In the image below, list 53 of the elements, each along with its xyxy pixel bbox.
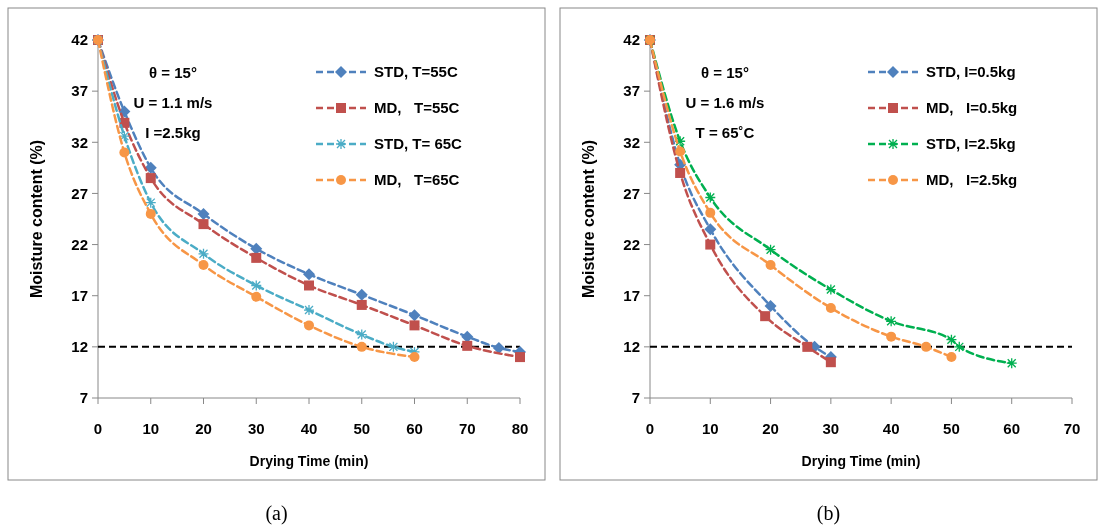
x-tick-label: 70 <box>458 420 476 437</box>
x-tick-label: 40 <box>882 420 900 437</box>
y-tick-label: 27 <box>71 184 88 202</box>
y-tick-label: 7 <box>79 389 88 407</box>
y-tick-label: 7 <box>631 389 640 407</box>
x-tick-label: 50 <box>943 420 960 437</box>
legend-label: STD, I=0.5kg <box>926 63 1016 81</box>
x-axis-title: Drying Time (min) <box>249 453 369 469</box>
x-tick-label: 0 <box>645 420 655 437</box>
annotation: I =2.5kg <box>145 124 201 141</box>
legend-label: MD, T=55C <box>374 99 460 117</box>
annotation: θ = 15° <box>149 64 197 81</box>
x-tick-label: 10 <box>701 420 719 437</box>
legend-label: STD, T=55C <box>374 63 458 81</box>
y-tick-label: 32 <box>623 133 640 151</box>
x-tick-label: 60 <box>406 420 423 437</box>
text: (a) <box>265 502 288 525</box>
annotation: T = 65˚C <box>695 124 755 141</box>
x-tick-label: 70 <box>1063 420 1081 437</box>
x-tick-label: 40 <box>300 420 318 437</box>
y-tick-label: 22 <box>623 235 640 253</box>
x-tick-label: 20 <box>762 420 779 437</box>
legend-label: STD, I=2.5kg <box>926 135 1016 153</box>
y-axis-title: Moisture content (%) <box>28 139 45 299</box>
y-tick-label: 37 <box>623 82 640 100</box>
y-tick-label: 17 <box>71 286 88 304</box>
legend-label: STD, T= 65C <box>374 135 463 153</box>
legend-label: MD, I=0.5kg <box>926 99 1018 117</box>
legend-label: MD, T=65C <box>374 171 460 189</box>
x-tick-label: 50 <box>353 420 371 437</box>
y-tick-label: 42 <box>623 31 640 49</box>
y-tick-label: 12 <box>623 338 640 356</box>
y-tick-label: 27 <box>623 184 640 202</box>
text: (b) <box>816 502 841 525</box>
x-axis-title: Drying Time (min) <box>801 453 921 469</box>
y-tick-label: 42 <box>71 31 88 49</box>
annotation: U = 1.6 m/s <box>685 94 765 111</box>
legend-label: MD, I=2.5kg <box>926 171 1018 189</box>
y-tick-label: 17 <box>623 286 640 304</box>
x-tick-label: 30 <box>247 420 265 437</box>
x-tick-label: 0 <box>93 420 103 437</box>
x-tick-label: 60 <box>1003 420 1021 437</box>
annotation: U = 1.1 m/s <box>133 94 213 111</box>
x-tick-label: 10 <box>142 420 160 437</box>
y-tick-label: 22 <box>71 235 88 253</box>
y-tick-label: 12 <box>71 338 88 356</box>
x-tick-label: 30 <box>822 420 840 437</box>
x-tick-label: 20 <box>195 420 212 437</box>
y-axis-title: Moisture content (%) <box>580 139 597 299</box>
x-tick-label: 80 <box>511 420 529 437</box>
y-tick-label: 32 <box>71 133 88 151</box>
annotation: θ = 15° <box>701 64 749 81</box>
y-tick-label: 37 <box>71 82 88 100</box>
